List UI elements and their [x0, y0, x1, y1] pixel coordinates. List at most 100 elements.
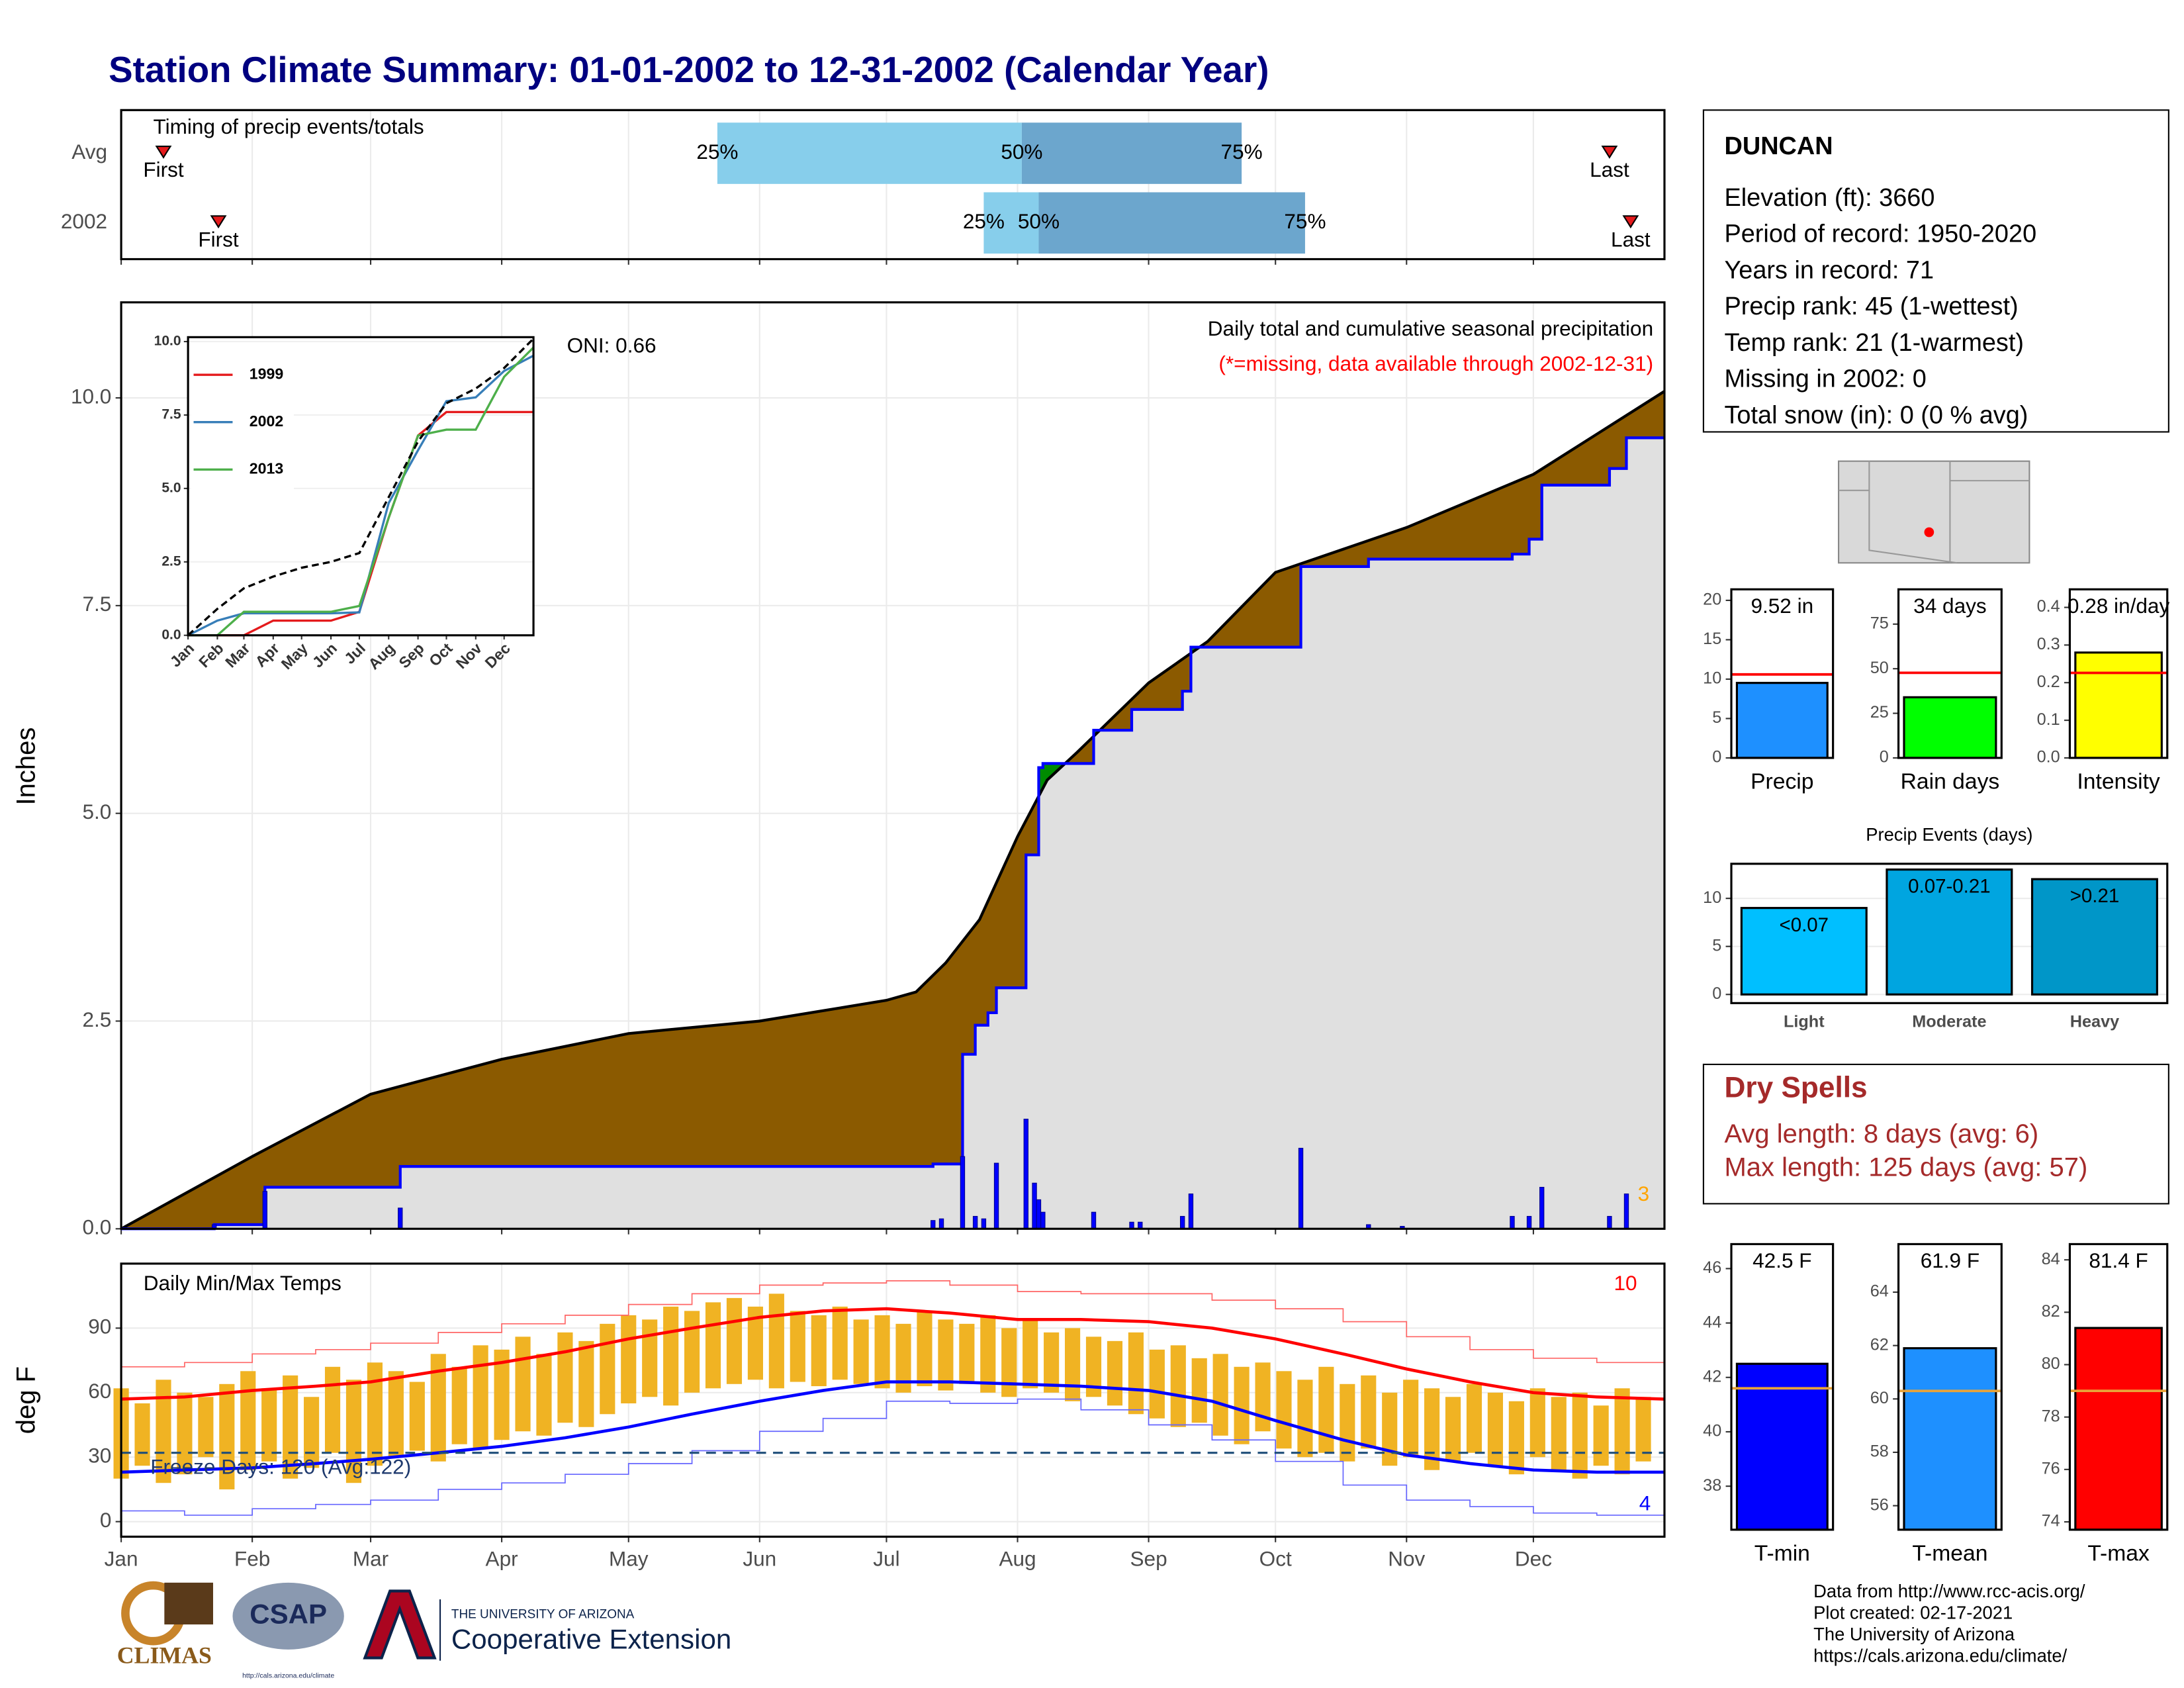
stat-bar: [1903, 696, 1997, 759]
temp-bar: [1361, 1375, 1377, 1449]
map-border: [1868, 490, 1958, 564]
y-tick-label: 50: [1870, 659, 1889, 677]
quantile-label: 75%: [1284, 209, 1326, 233]
y-tick-label: 25: [1870, 703, 1889, 722]
daily-bar: [1032, 1182, 1037, 1229]
y-tick-label: 78: [2042, 1407, 2060, 1425]
y-tick-label: 0: [1712, 984, 1721, 1003]
x-tick-label: Feb: [234, 1547, 270, 1571]
temp-bar: [747, 1306, 763, 1380]
logos: CLIMAS CSAP http://cals.arizona.edu/clim…: [117, 1581, 731, 1680]
temp-bar: [156, 1380, 171, 1483]
station-name: DUNCAN: [1724, 132, 1833, 160]
y-tick-label: 40: [1703, 1422, 1721, 1440]
y-tick-label: 30: [88, 1444, 111, 1468]
y-tick-label: 58: [1870, 1442, 1889, 1461]
category-label: Intensity: [2077, 770, 2160, 794]
record-high-count: 10: [1614, 1271, 1637, 1295]
y-tick-label: 5.0: [83, 800, 112, 823]
plot-frame: [1730, 1243, 1835, 1531]
station-info: Precip rank: 45 (1-wettest): [1724, 293, 2018, 320]
stat-bar: [1903, 1347, 1997, 1531]
stat-bar: [1735, 1362, 1829, 1531]
x-tick-label: Aug: [999, 1547, 1036, 1571]
temp-bar: [1551, 1397, 1567, 1470]
temp-bar: [1276, 1371, 1292, 1449]
temp-bar: [705, 1302, 721, 1389]
bar: [1740, 907, 1868, 996]
temp-bar: [1128, 1332, 1144, 1415]
temp-bar: [1234, 1366, 1250, 1444]
x-tick-label: Nov: [1388, 1547, 1425, 1571]
temp-bar: [1297, 1380, 1313, 1458]
temp-bar: [536, 1354, 552, 1436]
temp-bar: [1191, 1358, 1207, 1423]
temp-bar: [621, 1315, 637, 1404]
temp-bar: [1170, 1345, 1186, 1427]
category-label: Rain days: [1901, 770, 2000, 794]
daily-bar: [1623, 1194, 1629, 1229]
y-tick-label: 60: [1870, 1389, 1889, 1407]
daily-bar: [1510, 1215, 1515, 1229]
temp-bar: [324, 1366, 341, 1453]
daily-bar: [972, 1215, 978, 1229]
daily-bar: [1188, 1194, 1194, 1229]
climas-text: CLIMAS: [117, 1642, 212, 1669]
daily-bar: [993, 1162, 999, 1229]
y-axis-label: Inches: [12, 727, 41, 806]
y-axis-label: deg F: [12, 1366, 41, 1434]
daily-bar: [960, 1156, 966, 1229]
category-label: Moderate: [1912, 1012, 1986, 1031]
daily-bar: [398, 1207, 403, 1229]
plot-frame: [1730, 863, 2169, 1004]
bin-label: >0.21: [2070, 885, 2120, 907]
legend-label: 2013: [250, 459, 284, 477]
record-line: [121, 1280, 1665, 1368]
stat-bar: [1735, 682, 1829, 759]
event-label: Last: [1611, 227, 1651, 251]
temp-bar: [515, 1336, 531, 1432]
temp-bar: [430, 1354, 446, 1462]
y-tick-label: 5: [1712, 708, 1721, 727]
y-tick-label: 74: [2042, 1512, 2060, 1530]
locator-map: [1838, 460, 2030, 564]
category-label: Heavy: [2070, 1012, 2119, 1031]
csap-text: CSAP: [250, 1598, 327, 1629]
station-dot: [1924, 527, 1934, 538]
legend-box: [191, 353, 295, 496]
y-tick-label: 64: [1870, 1282, 1889, 1301]
daily-bar: [262, 1191, 267, 1229]
x-tick-label: Sep: [1130, 1547, 1167, 1571]
temp-bar: [938, 1319, 954, 1391]
category-label: Precip: [1751, 770, 1813, 794]
temp-bar: [684, 1311, 700, 1393]
x-tick-label: Mar: [353, 1547, 388, 1571]
y-tick-label: 0.3: [2037, 635, 2060, 653]
category-label: T-max: [2087, 1542, 2150, 1566]
value-label: 9.52 in: [1751, 594, 1813, 618]
temp-bar: [663, 1306, 679, 1406]
annotation: ONI: 0.66: [567, 333, 657, 357]
dry-spell-info: Max length: 125 days (avg: 57): [1724, 1152, 2087, 1182]
temp-bar: [1318, 1366, 1334, 1453]
y-tick-label: 0.1: [2037, 710, 2060, 729]
credit: Plot created: 02-17-2021: [1813, 1602, 2013, 1622]
stat-bar: [2074, 1327, 2163, 1531]
y-tick-label: 15: [1703, 630, 1721, 648]
plot-frame: [1897, 1243, 2003, 1531]
y-tick-label: 10.0: [71, 384, 111, 408]
temp-bar: [980, 1315, 996, 1393]
x-tick-label: Jan: [105, 1547, 138, 1571]
event-label: First: [143, 158, 184, 181]
legend-label: 2002: [250, 412, 283, 430]
quantile-label: 25%: [696, 140, 738, 164]
daily-bar: [1607, 1215, 1612, 1229]
dry-spells-title: Dry Spells: [1724, 1072, 1867, 1104]
legend-label: 1999: [250, 365, 284, 382]
y-tick-label: 0.4: [2037, 597, 2060, 616]
y-tick-label: 5.0: [161, 480, 181, 495]
x-tick-label: Jul: [873, 1547, 899, 1571]
y-tick-label: 56: [1870, 1495, 1889, 1514]
daily-bar: [1526, 1215, 1532, 1229]
y-tick-label: 0: [100, 1508, 112, 1532]
